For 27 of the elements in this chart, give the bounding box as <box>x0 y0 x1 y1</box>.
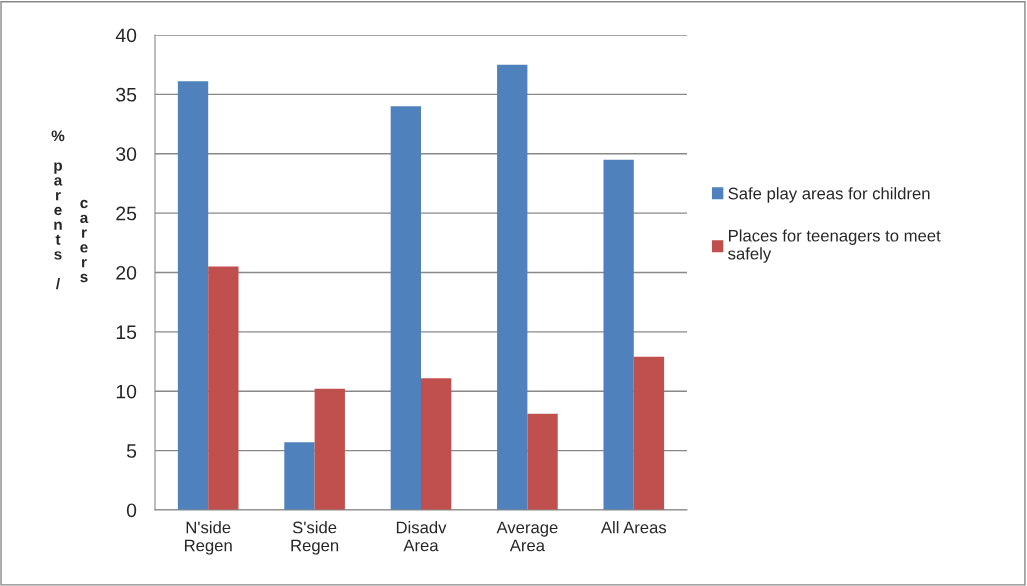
bar <box>390 106 421 510</box>
x-tick-label: N'side Regen <box>185 521 232 555</box>
bar <box>603 159 634 510</box>
y-tick-label: 40 <box>115 28 137 43</box>
bar <box>421 378 452 510</box>
bar <box>177 81 209 510</box>
bar <box>527 413 558 510</box>
x-tick-label: Average Area <box>496 521 558 552</box>
x-tick-label: S'side Regen <box>291 521 339 555</box>
legend-label: Places for teenagers to meet safely <box>728 229 941 263</box>
x-tick-label: Disadv Area <box>396 521 447 552</box>
y-tick-label: 20 <box>116 265 137 280</box>
y-tick-label: 5 <box>126 444 137 458</box>
text: % parents / carers <box>51 130 89 290</box>
bar <box>633 356 665 510</box>
bar <box>284 442 315 510</box>
legend-label: Safe play areas for children <box>728 187 930 203</box>
bar <box>497 64 528 510</box>
y-tick-label: 30 <box>116 147 137 161</box>
y-tick-label: 10 <box>116 384 137 399</box>
y-tick-label: 35 <box>116 87 137 102</box>
x-tick-label: All Areas <box>600 521 667 534</box>
y-tick-label: 15 <box>116 325 137 340</box>
y-tick-label: 0 <box>126 503 137 518</box>
bar <box>314 388 345 510</box>
y-tick-label: 25 <box>116 206 137 221</box>
bar <box>208 266 239 510</box>
